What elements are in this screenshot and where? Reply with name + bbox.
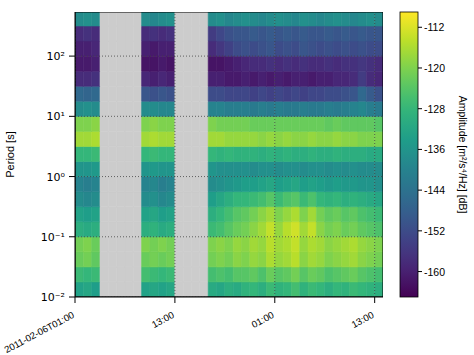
svg-text:13:00: 13:00 [150, 309, 176, 330]
svg-text:10⁻²: 10⁻² [41, 291, 65, 304]
svg-text:10²: 10² [47, 50, 65, 63]
svg-text:-152: -152 [424, 225, 445, 237]
svg-text:-112: -112 [424, 21, 444, 33]
svg-text:Amplitude [m²/s⁴/Hz] [dB]: Amplitude [m²/s⁴/Hz] [dB] [457, 96, 469, 214]
svg-text:13:00: 13:00 [349, 309, 375, 330]
svg-text:-120: -120 [424, 62, 445, 74]
svg-text:10¹: 10¹ [47, 110, 65, 123]
svg-text:01:00: 01:00 [250, 309, 276, 330]
svg-text:10⁰: 10⁰ [47, 171, 66, 184]
svg-text:-128: -128 [424, 103, 445, 115]
svg-text:2011-02-06T01:00: 2011-02-06T01:00 [2, 309, 76, 355]
svg-text:-160: -160 [424, 266, 445, 278]
svg-text:10⁻¹: 10⁻¹ [41, 231, 65, 244]
svg-text:Period [s]: Period [s] [4, 131, 16, 177]
svg-text:-144: -144 [424, 184, 445, 196]
svg-text:-136: -136 [424, 143, 445, 155]
